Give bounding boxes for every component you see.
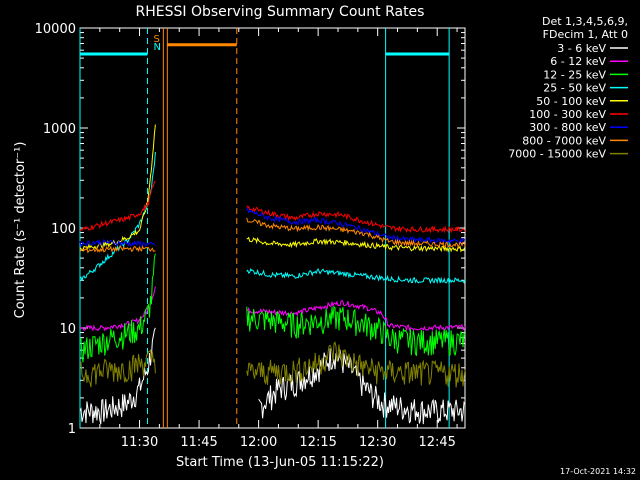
y-tick-label: 1000 — [43, 122, 76, 137]
series-line-segment — [79, 327, 156, 425]
series-6-12-keV — [80, 286, 466, 332]
legend-entry-label: 7000 - 15000 keV — [508, 148, 606, 161]
chart-title: RHESSI Observing Summary Count Rates — [136, 4, 425, 20]
series-line-segment — [246, 207, 466, 245]
legend-entry-label: 25 - 50 keV — [543, 82, 606, 95]
series-line-segment — [79, 151, 156, 282]
y-tick-label: 10000 — [35, 22, 76, 37]
legend: Det 1,3,4,5,6,9,FDecim 1, Att 03 - 6 keV… — [508, 15, 628, 161]
series-line-segment — [80, 286, 156, 332]
x-tick-label: 12:45 — [418, 435, 455, 450]
series-line-segment — [246, 305, 466, 356]
series-line-segment — [258, 348, 466, 425]
series-line-segment — [79, 238, 156, 248]
legend-entry-label: 300 - 800 keV — [529, 121, 606, 134]
x-tick-label: 12:30 — [359, 435, 396, 450]
series-line-segment — [79, 180, 156, 232]
series-800-7000-keV — [79, 217, 466, 254]
series-25-50-keV — [79, 151, 466, 285]
legend-entry-label: 6 - 12 keV — [550, 55, 606, 68]
y-axis-label: Count Rate (s⁻¹ detector⁻¹) — [13, 142, 28, 319]
y-tick-label: 100 — [51, 222, 76, 237]
x-tick-label: 11:30 — [121, 435, 158, 450]
series-300-800-keV — [79, 207, 466, 248]
legend-entry-label: 800 - 7000 keV — [522, 134, 606, 147]
y-tick-labels: 1 10 100 1000 10000 — [35, 22, 76, 437]
series-100-300-keV — [79, 180, 466, 234]
series-line-segment — [79, 124, 156, 252]
series-line-segment — [79, 253, 156, 363]
footer-date: 17-Oct-2021 14:32 — [560, 467, 636, 476]
series-3-6-keV — [79, 327, 466, 425]
legend-entry-label: 12 - 25 keV — [543, 68, 606, 81]
x-tick-label: 12:15 — [299, 435, 336, 450]
annotations: SN — [79, 28, 450, 428]
x-tick-labels: 11:30 11:45 12:00 12:15 12:30 12:45 — [121, 435, 456, 450]
series-line-segment — [246, 217, 466, 249]
legend-header: FDecim 1, Att 0 — [543, 28, 628, 41]
y-tick-label: 10 — [59, 322, 76, 337]
series-line-segment — [246, 341, 466, 388]
y-tick-label: 1 — [68, 422, 76, 437]
series-line-segment — [79, 348, 156, 388]
series-line-segment — [246, 299, 466, 332]
legend-entry-label: 50 - 100 keV — [536, 95, 606, 108]
legend-entry-label: 3 - 6 keV — [557, 42, 606, 55]
legend-header: Det 1,3,4,5,6,9, — [542, 15, 628, 28]
series-7000-15000-keV — [79, 341, 466, 388]
series-50-100-keV — [79, 124, 466, 253]
series-line-segment — [79, 245, 156, 254]
saa-label: S — [153, 34, 159, 45]
night-label: N — [153, 42, 160, 53]
series-12-25-keV — [79, 253, 466, 363]
x-tick-label: 12:00 — [240, 435, 277, 450]
series-line-segment — [246, 205, 466, 234]
series-line-segment — [246, 267, 466, 285]
legend-entry-label: 100 - 300 keV — [529, 108, 606, 121]
x-axis-label: Start Time (13-Jun-05 11:15:22) — [176, 455, 384, 470]
series-layer — [79, 124, 466, 425]
x-tick-label: 11:45 — [180, 435, 217, 450]
series-line-segment — [246, 236, 466, 253]
